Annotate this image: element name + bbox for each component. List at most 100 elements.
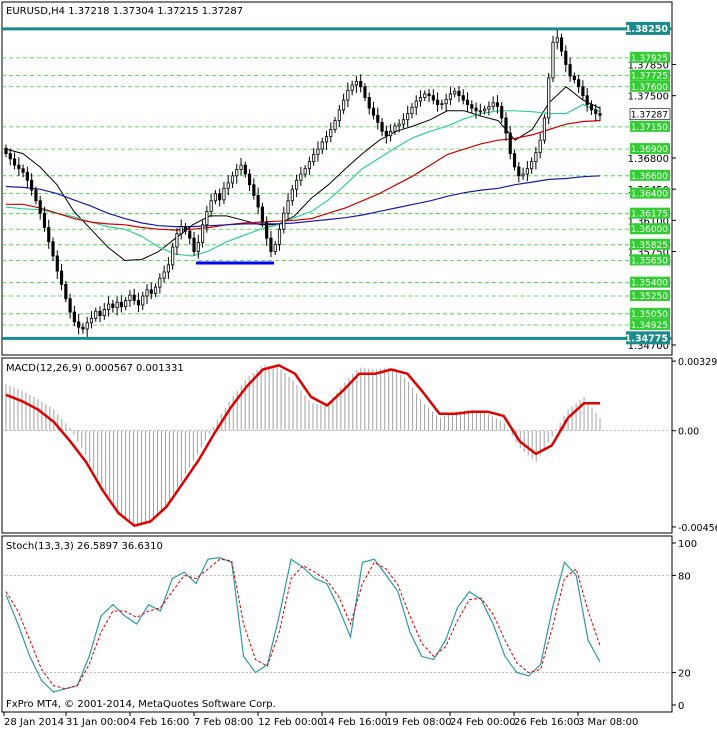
date-tick-label: 26 Feb 16:00 <box>514 717 580 728</box>
candle-body <box>478 110 482 113</box>
candle-body <box>470 104 474 109</box>
candle-body <box>342 99 346 111</box>
candle-body <box>124 300 128 308</box>
candle-body <box>17 164 21 170</box>
candle-body <box>461 95 465 101</box>
support-price-label: 1.34775 <box>625 333 668 344</box>
level-price-label: 1.37150 <box>631 123 668 133</box>
candle-body <box>38 200 42 214</box>
macd-plot <box>2 364 672 527</box>
candle-body <box>401 119 405 125</box>
date-tick-label: 19 Feb 08:00 <box>386 717 452 728</box>
candle-body <box>269 237 273 252</box>
candle-body <box>119 301 123 308</box>
candle-body <box>77 321 81 328</box>
level-price-label: 1.36175 <box>631 210 668 220</box>
candle-body <box>312 154 316 162</box>
moving-average-line <box>5 175 601 228</box>
candle-body <box>235 169 239 177</box>
candle-body <box>465 99 470 105</box>
candle-body <box>51 241 55 257</box>
candle-body <box>577 79 581 88</box>
date-tick-label: 31 Jan 00:00 <box>66 717 129 728</box>
candle-body <box>179 226 183 235</box>
candle-body <box>218 193 222 201</box>
candle-body <box>226 182 230 189</box>
candle-body <box>111 303 115 309</box>
candle-body <box>594 109 598 114</box>
price-axis: 1.378501.375001.368001.364501.361001.357… <box>625 21 676 352</box>
candle-body <box>525 168 529 175</box>
candle-body <box>397 123 401 127</box>
candle-body <box>483 108 487 112</box>
candle-body <box>102 308 106 317</box>
stochastic-axis: 100 80 20 0 <box>672 539 697 712</box>
candle-body <box>320 141 324 150</box>
candle-body <box>89 317 94 324</box>
candle-body <box>81 326 85 330</box>
candle-body <box>389 130 393 137</box>
stochastic-tick-label: 80 <box>678 571 691 582</box>
price-tick-label: 1.36100 <box>628 216 669 227</box>
candle-body <box>47 227 51 243</box>
level-price-box <box>630 276 670 288</box>
candle-body <box>205 211 209 226</box>
candle-body <box>64 284 68 300</box>
candle-body <box>504 117 508 134</box>
level-price-box <box>630 120 670 132</box>
candle-body <box>500 105 504 119</box>
candle-body <box>282 212 286 230</box>
candle-body <box>581 86 585 97</box>
price-tick-label: 1.35750 <box>628 248 669 259</box>
level-price-label: 1.35050 <box>631 310 668 320</box>
candle-body <box>273 243 277 252</box>
candle-body <box>115 301 119 309</box>
level-price-box <box>630 238 670 250</box>
candle-body <box>444 98 448 105</box>
stochastic-tick-label: 20 <box>678 669 691 680</box>
candle-body <box>568 64 572 77</box>
candle-body <box>8 153 12 160</box>
candle-body <box>265 221 269 239</box>
price-tick-label: 1.36800 <box>628 154 669 165</box>
candle-body <box>559 37 564 52</box>
level-price-label: 1.35650 <box>631 256 668 266</box>
candle-body <box>85 322 89 330</box>
candle-body <box>354 81 358 86</box>
level-price-label: 1.36600 <box>631 172 668 182</box>
candle-body <box>508 132 512 154</box>
candle-body <box>158 277 162 288</box>
candle-body <box>34 189 38 202</box>
resistance-price-box <box>626 21 670 35</box>
stochastic-tick-label: 100 <box>678 539 697 550</box>
candle-body <box>213 193 217 202</box>
candle-body <box>542 117 547 141</box>
candle-body <box>260 206 264 223</box>
stochastic-plot <box>2 556 672 693</box>
candle-body <box>295 179 299 190</box>
candle-body <box>547 77 551 119</box>
candle-body <box>457 90 461 97</box>
level-price-box <box>630 318 670 330</box>
stochastic-signal-line <box>5 558 601 690</box>
candle-body <box>474 107 478 112</box>
level-price-label: 1.37725 <box>631 72 668 82</box>
macd-axis: 0.003299 0.00 -0.00456 <box>672 357 717 534</box>
candle-body <box>4 147 8 154</box>
candle-body <box>371 107 376 116</box>
candle-body <box>55 255 59 272</box>
candle-body <box>183 226 188 232</box>
candle-body <box>222 187 226 201</box>
candle-body <box>333 120 337 130</box>
candle-body <box>12 158 17 166</box>
level-price-box <box>630 69 670 81</box>
stochastic-header: Stoch(13,3,3) 26.5897 36.6310 <box>6 541 163 552</box>
candle-body <box>30 179 34 191</box>
candle-body <box>256 195 260 208</box>
level-price-box <box>630 80 670 92</box>
macd-signal-line <box>5 364 600 527</box>
candle-body <box>512 153 517 168</box>
level-price-box <box>630 254 670 266</box>
candle-body <box>128 294 132 301</box>
level-price-label: 1.35250 <box>631 292 668 302</box>
